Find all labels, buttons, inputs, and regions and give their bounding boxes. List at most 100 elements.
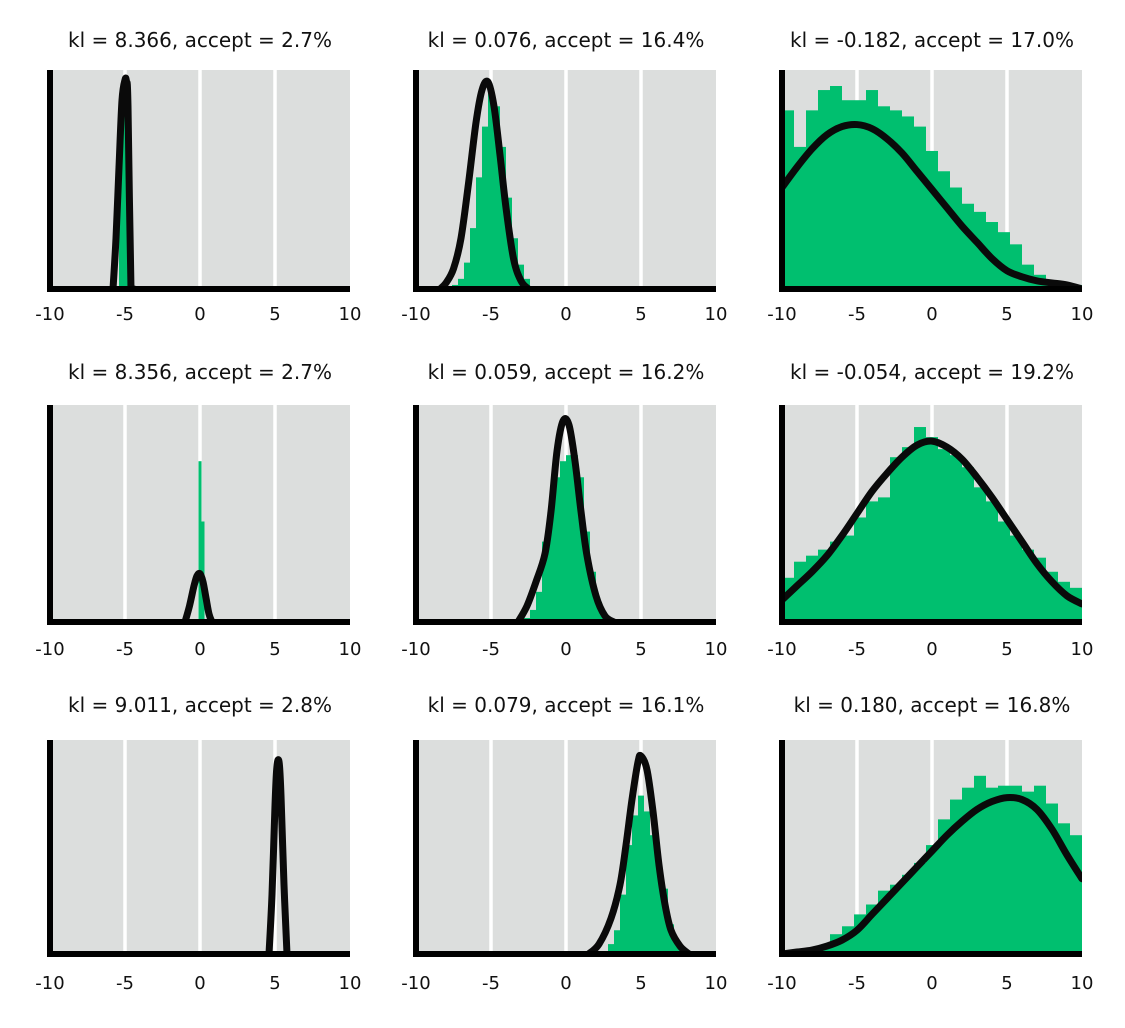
histogram-bar <box>866 501 878 622</box>
histogram-bar <box>530 609 536 622</box>
x-tick-label: 0 <box>926 973 937 994</box>
histogram-bar <box>620 894 626 954</box>
density-curve <box>265 756 291 954</box>
histogram-bar <box>464 262 470 289</box>
x-tick-label: 0 <box>560 973 571 994</box>
plot-area <box>436 77 532 289</box>
x-tick-label: 10 <box>339 973 362 994</box>
histogram-bar <box>914 862 926 954</box>
x-tick-label: -5 <box>848 304 866 325</box>
histogram-bar <box>1022 549 1034 622</box>
panel-title: kl = -0.182, accept = 17.0% <box>790 28 1074 52</box>
histogram-bar <box>902 874 914 954</box>
panel-title: kl = -0.054, accept = 19.2% <box>790 360 1074 384</box>
histogram-bar <box>644 811 650 954</box>
histogram-bar <box>536 591 542 622</box>
x-tick-label: 10 <box>1071 973 1094 994</box>
x-tick-label: -5 <box>116 639 134 660</box>
panel-title: kl = 8.356, accept = 2.7% <box>68 360 332 384</box>
x-tick-label: 0 <box>926 639 937 660</box>
histogram-bar <box>962 787 974 954</box>
x-tick-label: -5 <box>116 973 134 994</box>
panel-title: kl = 8.366, accept = 2.7% <box>68 28 332 52</box>
histogram-bar <box>542 541 548 622</box>
x-tick-label: 10 <box>1071 639 1094 660</box>
histogram-bar <box>650 835 656 954</box>
histogram-bar <box>122 110 125 289</box>
histogram-bar <box>572 455 578 622</box>
histogram-bar <box>854 517 866 622</box>
plot-area <box>585 751 693 954</box>
histogram-bar <box>914 427 926 622</box>
histogram-bar <box>926 845 938 954</box>
histogram-bar <box>962 467 974 622</box>
histogram-bar <box>632 815 638 954</box>
panel-title: kl = 0.079, accept = 16.1% <box>427 693 705 717</box>
histogram-bar <box>890 110 902 289</box>
x-tick-label: -5 <box>116 304 134 325</box>
plot-area <box>109 74 138 289</box>
histogram-bar <box>890 884 902 954</box>
histogram-bar <box>458 278 464 289</box>
x-tick-label: 5 <box>1001 973 1012 994</box>
x-tick-label: 0 <box>194 973 205 994</box>
histogram-bar <box>560 461 566 622</box>
histogram-bar <box>500 146 506 289</box>
histogram-bar <box>938 449 950 622</box>
plot-area <box>782 775 1082 954</box>
histogram-bar <box>974 775 986 954</box>
density-curve <box>181 569 216 622</box>
x-tick-label: 10 <box>705 304 728 325</box>
x-tick-label: 0 <box>194 639 205 660</box>
histogram-bar <box>842 100 854 289</box>
x-tick-label: 5 <box>269 304 280 325</box>
density-curve <box>585 751 693 954</box>
histogram-bar <box>902 447 914 622</box>
histogram-bar <box>866 90 878 289</box>
x-tick-label: 5 <box>269 973 280 994</box>
histogram-bar <box>998 521 1010 622</box>
histogram-bar <box>950 455 962 622</box>
histogram-bar <box>986 787 998 954</box>
panel-title: kl = 9.011, accept = 2.8% <box>68 693 332 717</box>
histogram-bar <box>986 501 998 622</box>
histogram-bar <box>974 487 986 622</box>
histogram-bar <box>818 549 830 622</box>
x-tick-label: 5 <box>635 973 646 994</box>
x-tick-label: -10 <box>767 639 796 660</box>
x-tick-label: 10 <box>705 973 728 994</box>
histogram-bar <box>198 461 202 622</box>
x-tick-label: 0 <box>926 304 937 325</box>
x-tick-label: -5 <box>482 639 500 660</box>
histogram-bar <box>890 457 902 622</box>
histogram-bar <box>998 232 1010 289</box>
histogram-bar <box>476 177 482 289</box>
histogram-bar <box>1070 835 1082 954</box>
histogram-bar <box>638 795 644 954</box>
histogram-bar <box>878 106 890 289</box>
panel-title: kl = 0.180, accept = 16.8% <box>793 693 1071 717</box>
histogram-bar <box>938 819 950 954</box>
x-tick-label: -5 <box>482 304 500 325</box>
x-tick-label: -10 <box>35 639 64 660</box>
histogram-bar <box>794 146 806 289</box>
x-tick-label: 0 <box>560 304 571 325</box>
x-tick-label: 5 <box>1001 304 1012 325</box>
histogram-bar <box>566 455 572 622</box>
histogram-bar <box>201 521 205 622</box>
histogram-bar <box>854 100 866 289</box>
histogram-bar <box>470 228 476 289</box>
x-tick-label: 5 <box>1001 639 1012 660</box>
x-tick-label: -5 <box>848 639 866 660</box>
histogram-bar <box>926 437 938 622</box>
x-tick-label: 10 <box>339 304 362 325</box>
density-curve <box>782 120 1082 289</box>
histogram-bar <box>614 930 620 954</box>
histogram-bar <box>494 106 500 289</box>
x-tick-label: -10 <box>401 639 430 660</box>
